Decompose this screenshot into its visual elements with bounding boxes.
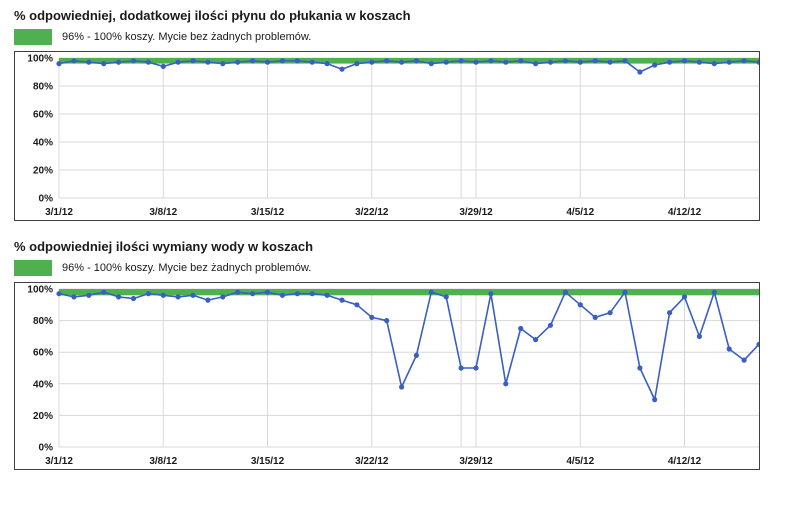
svg-text:3/22/12: 3/22/12 <box>355 207 389 218</box>
svg-text:4/5/12: 4/5/12 <box>566 207 594 218</box>
svg-text:40%: 40% <box>33 138 53 149</box>
svg-text:40%: 40% <box>33 379 53 390</box>
svg-text:20%: 20% <box>33 166 53 177</box>
legend-text: 96% - 100% koszy. Mycie bez żadnych prob… <box>62 262 311 274</box>
chart-panel-2: % odpowiedniej ilości wymiany wody w kos… <box>14 239 775 470</box>
svg-text:60%: 60% <box>33 348 53 359</box>
svg-text:20%: 20% <box>33 411 53 422</box>
chart-legend: 96% - 100% koszy. Mycie bez żadnych prob… <box>14 260 775 276</box>
svg-text:3/15/12: 3/15/12 <box>251 207 285 218</box>
chart-title: % odpowiedniej ilości wymiany wody w kos… <box>14 239 775 254</box>
svg-text:3/22/12: 3/22/12 <box>355 456 389 467</box>
report-page: { "charts": [ { "title": "% odpowiedniej… <box>0 0 789 500</box>
svg-text:3/29/12: 3/29/12 <box>459 456 493 467</box>
legend-text: 96% - 100% koszy. Mycie bez żadnych prob… <box>62 31 311 43</box>
svg-text:3/29/12: 3/29/12 <box>459 207 493 218</box>
chart-panel-1: % odpowiedniej, dodatkowej ilości płynu … <box>14 8 775 221</box>
svg-text:3/8/12: 3/8/12 <box>149 456 177 467</box>
svg-text:4/5/12: 4/5/12 <box>566 456 594 467</box>
svg-text:80%: 80% <box>33 316 53 327</box>
svg-text:3/8/12: 3/8/12 <box>149 207 177 218</box>
svg-text:80%: 80% <box>33 82 53 93</box>
svg-text:0%: 0% <box>39 194 54 205</box>
svg-text:4/12/12: 4/12/12 <box>668 207 702 218</box>
svg-text:3/15/12: 3/15/12 <box>251 456 285 467</box>
svg-text:60%: 60% <box>33 110 53 121</box>
chart-frame: 0% 20% 40% 60% 80% 100% 3/1/12 3/8/12 3/15/12 3/2… <box>14 282 760 470</box>
svg-text:3/1/12: 3/1/12 <box>45 456 73 467</box>
chart-legend: 96% - 100% koszy. Mycie bez żadnych prob… <box>14 29 775 45</box>
legend-swatch <box>14 29 52 45</box>
svg-text:4/12/12: 4/12/12 <box>668 456 702 467</box>
chart-frame: 0% 20% 40% 60% 80% 100% 3/1/12 3/8/12 3/15/12 3/2… <box>14 51 760 221</box>
svg-text:0%: 0% <box>39 443 54 454</box>
svg-text:3/1/12: 3/1/12 <box>45 207 73 218</box>
chart-title: % odpowiedniej, dodatkowej ilości płynu … <box>14 8 775 23</box>
svg-text:100%: 100% <box>27 285 53 296</box>
svg-text:100%: 100% <box>27 54 53 65</box>
legend-swatch <box>14 260 52 276</box>
